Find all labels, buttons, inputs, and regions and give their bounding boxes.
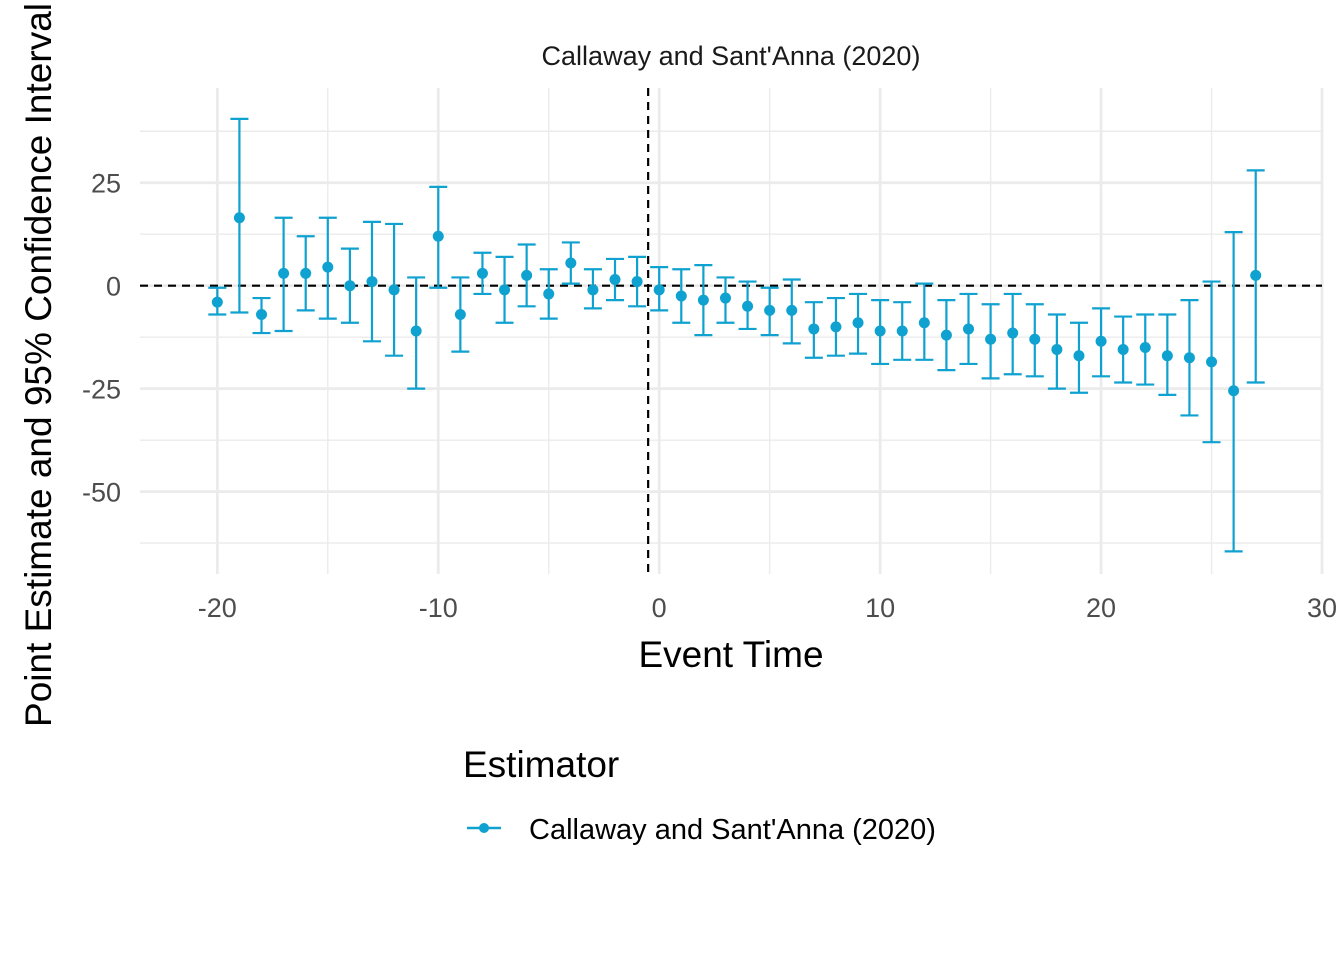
x-tick-label: 0	[652, 593, 667, 623]
y-tick-label: -25	[82, 375, 121, 405]
y-tick-label: -50	[82, 478, 121, 508]
legend: Estimator Callaway and Sant'Anna (2020)	[463, 744, 936, 846]
x-tick-label: 30	[1307, 593, 1337, 623]
point-estimate	[233, 212, 245, 224]
point-estimate	[322, 261, 334, 273]
y-tick-label: 25	[91, 169, 121, 199]
point-estimate	[344, 280, 356, 292]
point-estimate	[808, 323, 820, 335]
error-bars	[208, 117, 1265, 553]
point-estimate	[764, 304, 776, 316]
point-estimate	[1161, 350, 1173, 362]
point-estimate	[521, 269, 533, 281]
point-estimate	[1073, 350, 1085, 362]
point-estimate	[719, 292, 731, 304]
point-estimate	[1117, 344, 1129, 356]
point-estimate	[499, 284, 511, 296]
x-tick-label: -20	[198, 593, 237, 623]
point-estimate	[1007, 327, 1019, 339]
point-estimate	[786, 304, 798, 316]
point-estimate	[852, 317, 864, 329]
point-estimate	[256, 309, 268, 321]
point-estimate	[631, 276, 643, 288]
point-estimate	[697, 294, 709, 306]
legend-entry-label: Callaway and Sant'Anna (2020)	[529, 814, 936, 846]
point-estimate	[830, 321, 842, 333]
point-estimate	[742, 300, 754, 312]
point-estimate	[1206, 356, 1218, 368]
point-estimate	[1139, 341, 1151, 353]
point-estimate	[1051, 344, 1063, 356]
legend-title: Estimator	[463, 744, 619, 785]
point-estimate	[366, 276, 378, 288]
reference-lines	[140, 88, 1322, 574]
point-estimate	[1029, 333, 1041, 345]
facet-title: Callaway and Sant'Anna (2020)	[542, 41, 921, 71]
y-axis-title: Point Estimate and 95% Confidence Interv…	[18, 3, 59, 727]
point-estimates	[211, 212, 1262, 397]
x-axis-tick-labels: -20 -10 0 10 20 30	[198, 593, 1337, 623]
y-tick-label: 0	[106, 272, 121, 302]
point-estimate	[675, 290, 687, 302]
y-axis-tick-labels: 25 0 -25 -50	[82, 169, 121, 508]
point-estimate	[543, 288, 555, 300]
x-tick-label: -10	[419, 593, 458, 623]
point-estimate	[609, 274, 621, 286]
point-estimate	[1250, 269, 1262, 281]
point-estimate	[918, 317, 930, 329]
point-estimate	[1183, 352, 1195, 364]
point-estimate	[963, 323, 975, 335]
x-tick-label: 20	[1086, 593, 1116, 623]
point-estimate	[454, 309, 466, 321]
point-estimate	[565, 257, 577, 269]
point-estimate	[476, 267, 488, 279]
point-estimate	[211, 296, 223, 308]
point-estimate	[388, 284, 400, 296]
point-estimate	[587, 284, 599, 296]
point-estimate	[278, 267, 290, 279]
legend-key-point	[479, 823, 489, 833]
point-estimate	[1095, 335, 1107, 347]
point-estimate	[410, 325, 422, 337]
point-estimate	[300, 267, 312, 279]
point-estimate	[985, 333, 997, 345]
point-estimate	[940, 329, 952, 341]
x-axis-title: Event Time	[638, 634, 823, 675]
x-tick-label: 10	[865, 593, 895, 623]
point-estimate	[653, 284, 665, 296]
point-estimate	[432, 230, 444, 242]
plot-panel	[140, 88, 1324, 574]
point-estimate	[1228, 385, 1240, 397]
point-estimate	[896, 325, 908, 337]
point-estimate	[874, 325, 886, 337]
